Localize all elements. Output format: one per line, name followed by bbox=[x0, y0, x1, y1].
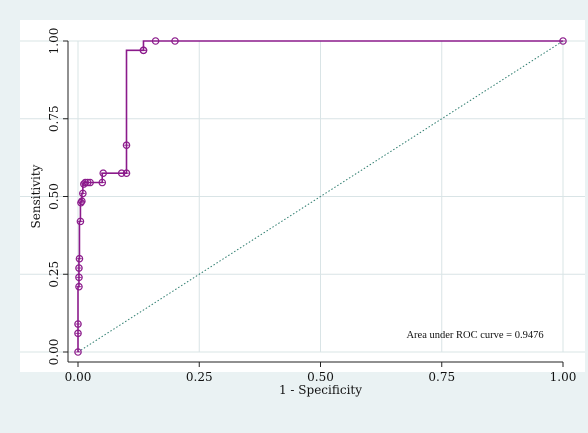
y-tick-label: 0.25 bbox=[47, 261, 61, 288]
roc-point-marker bbox=[122, 141, 131, 149]
x-tick-label: 0.25 bbox=[186, 370, 213, 384]
roc-point bbox=[75, 254, 84, 263]
x-tick-label: 0.00 bbox=[65, 370, 92, 384]
roc-point bbox=[75, 264, 83, 272]
x-tick-label: 0.75 bbox=[428, 370, 455, 384]
roc-point-marker bbox=[75, 254, 84, 263]
roc-point bbox=[122, 169, 131, 177]
roc-point-marker bbox=[79, 189, 87, 198]
roc-point bbox=[122, 141, 131, 149]
x-axis-title: 1 - Specificity bbox=[279, 383, 362, 397]
x-axis: 0.00 0.25 0.50 0.75 1.00 bbox=[65, 361, 577, 384]
roc-point bbox=[74, 329, 82, 338]
reference-diagonal-line bbox=[77, 40, 564, 353]
roc-point-marker bbox=[75, 282, 83, 291]
roc-point-marker bbox=[76, 217, 85, 226]
roc-point-marker bbox=[98, 178, 107, 187]
y-tick-label: 0.00 bbox=[47, 339, 61, 366]
roc-point bbox=[559, 37, 567, 45]
roc-point bbox=[74, 348, 82, 356]
roc-point-marker bbox=[74, 329, 82, 338]
roc-point-marker bbox=[74, 320, 82, 328]
roc-point-marker bbox=[75, 273, 83, 282]
y-axis: 0.00 0.25 0.50 0.75 1.00 bbox=[47, 28, 69, 366]
auc-annotation: Area under ROC curve = 0.9476 bbox=[406, 330, 543, 341]
y-tick-label: 1.00 bbox=[47, 28, 61, 55]
roc-point-marker bbox=[77, 198, 85, 207]
y-tick-label: 0.75 bbox=[47, 105, 61, 132]
roc-point bbox=[171, 37, 179, 45]
roc-point-marker bbox=[99, 169, 108, 177]
roc-point bbox=[139, 46, 148, 55]
roc-point-marker bbox=[86, 178, 94, 187]
roc-point-marker bbox=[139, 46, 148, 55]
x-tick-label: 0.50 bbox=[307, 370, 334, 384]
x-tick-label: 1.00 bbox=[550, 370, 577, 384]
roc-point-marker bbox=[75, 264, 83, 272]
roc-point bbox=[98, 178, 107, 187]
roc-point bbox=[151, 37, 160, 45]
roc-point bbox=[99, 169, 108, 177]
roc-point-marker bbox=[171, 37, 179, 45]
roc-point bbox=[76, 217, 85, 226]
roc-point-marker bbox=[559, 37, 567, 45]
roc-point bbox=[78, 197, 86, 205]
roc-point bbox=[79, 189, 87, 198]
roc-point bbox=[75, 282, 83, 291]
y-tick-label: 0.50 bbox=[47, 183, 61, 210]
roc-point bbox=[74, 320, 82, 328]
y-axis-title: Sensitivity bbox=[29, 164, 43, 228]
series-group bbox=[74, 37, 567, 356]
roc-point-marker bbox=[151, 37, 160, 45]
roc-point bbox=[86, 178, 94, 187]
roc-point bbox=[75, 273, 83, 282]
roc-point-marker bbox=[74, 348, 82, 356]
roc-point-marker bbox=[122, 169, 131, 177]
roc-point-marker bbox=[78, 197, 86, 205]
